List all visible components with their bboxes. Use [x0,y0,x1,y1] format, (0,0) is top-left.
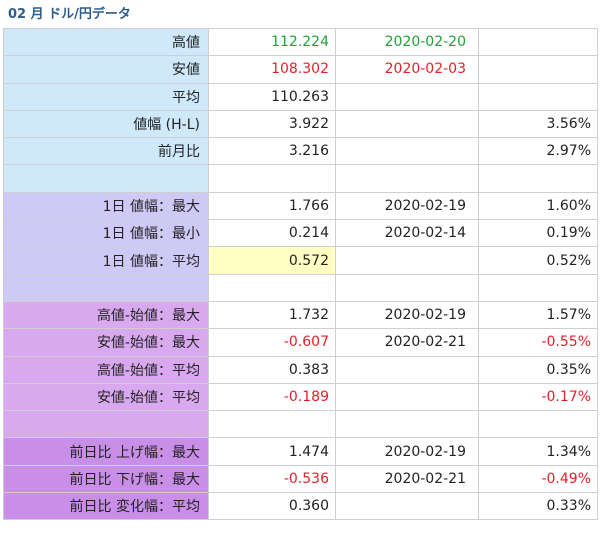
row-date: 2020-02-21 [335,464,479,494]
row-value: 3.922 [208,109,336,139]
row-percent [478,82,598,111]
row-value [208,273,336,302]
row-label: 安値 [3,55,209,84]
row-percent: 0.52% [478,246,598,275]
stats-row: 高値-始値：最大 1.732 2020-02-19 1.57% [3,300,598,330]
row-value: 110.263 [208,82,336,111]
row-label: 1日 値幅：最小 [3,219,209,248]
row-percent: 0.33% [478,492,598,521]
row-date [335,355,479,384]
row-label: 高値-始値：最大 [3,300,209,330]
row-percent: -0.17% [478,382,598,412]
row-percent: 0.35% [478,355,598,384]
usd-jpy-monthly-stats-table: 高値 112.224 2020-02-20 安値 108.302 2020-02-03 平均… [3,27,598,521]
row-value: 1.766 [208,191,336,221]
row-percent [478,410,598,439]
row-percent [478,27,598,57]
row-date: 2020-02-19 [335,191,479,221]
row-label: 1日 値幅：平均 [3,246,209,275]
row-percent: -0.55% [478,328,598,357]
row-date: 2020-02-19 [335,437,479,466]
stats-row: 1日 値幅：最小 0.214 2020-02-14 0.19% [3,219,598,248]
row-date [335,82,479,111]
stats-row: 安値-始値：平均 -0.189 -0.17% [3,382,598,412]
row-value: 0.214 [208,219,336,248]
row-date: 2020-02-14 [335,219,479,248]
row-value: 3.216 [208,137,336,166]
stats-row: 高値-始値：平均 0.383 0.35% [3,355,598,384]
row-date: 2020-02-03 [335,55,479,84]
stats-row: 高値 112.224 2020-02-20 [3,27,598,57]
page-title: 02 月 ドル/円データ [8,7,131,22]
row-date [335,382,479,412]
row-label: 前日比 変化幅：平均 [3,492,209,521]
row-value: 0.572 [208,246,336,275]
row-percent [478,164,598,193]
row-label: 安値-始値：平均 [3,382,209,412]
row-percent: 2.97% [478,137,598,166]
row-label: 高値 [3,27,209,57]
row-date [335,410,479,439]
row-label [3,410,209,439]
stats-row: 1日 値幅：平均 0.572 0.52% [3,246,598,275]
row-label: 安値-始値：最大 [3,328,209,357]
row-value [208,410,336,439]
stats-row: 前日比 変化幅：平均 0.360 0.33% [3,492,598,521]
row-date [335,109,479,139]
row-value: 1.732 [208,300,336,330]
row-label [3,164,209,193]
stats-row: 1日 値幅：最大 1.766 2020-02-19 1.60% [3,191,598,221]
row-date: 2020-02-21 [335,328,479,357]
row-percent [478,273,598,302]
row-percent [478,55,598,84]
row-label: 値幅 (H-L) [3,109,209,139]
row-label: 高値-始値：平均 [3,355,209,384]
row-value: -0.607 [208,328,336,357]
row-label: 1日 値幅：最大 [3,191,209,221]
spacer-row [3,164,598,193]
row-value: -0.189 [208,382,336,412]
stats-row: 前月比 3.216 2.97% [3,137,598,166]
row-percent: 0.19% [478,219,598,248]
spacer-row [3,273,598,302]
row-percent: -0.49% [478,464,598,494]
row-value: 108.302 [208,55,336,84]
row-percent: 1.34% [478,437,598,466]
row-label: 平均 [3,82,209,111]
spacer-row [3,410,598,439]
row-value: -0.536 [208,464,336,494]
row-date: 2020-02-20 [335,27,479,57]
row-date [335,246,479,275]
row-date [335,492,479,521]
row-value: 0.360 [208,492,336,521]
row-value: 0.383 [208,355,336,384]
row-percent: 1.60% [478,191,598,221]
row-date [335,137,479,166]
row-date [335,164,479,193]
row-value [208,164,336,193]
stats-row: 前日比 下げ幅：最大 -0.536 2020-02-21 -0.49% [3,464,598,494]
row-value: 112.224 [208,27,336,57]
stats-row: 値幅 (H-L) 3.922 3.56% [3,109,598,139]
stats-row: 平均 110.263 [3,82,598,111]
row-label [3,273,209,302]
row-date [335,273,479,302]
row-label: 前日比 下げ幅：最大 [3,464,209,494]
row-label: 前日比 上げ幅：最大 [3,437,209,466]
row-value: 1.474 [208,437,336,466]
stats-row: 前日比 上げ幅：最大 1.474 2020-02-19 1.34% [3,437,598,466]
row-percent: 1.57% [478,300,598,330]
stats-row: 安値 108.302 2020-02-03 [3,55,598,84]
row-percent: 3.56% [478,109,598,139]
stats-row: 安値-始値：最大 -0.607 2020-02-21 -0.55% [3,328,598,357]
row-date: 2020-02-19 [335,300,479,330]
row-label: 前月比 [3,137,209,166]
